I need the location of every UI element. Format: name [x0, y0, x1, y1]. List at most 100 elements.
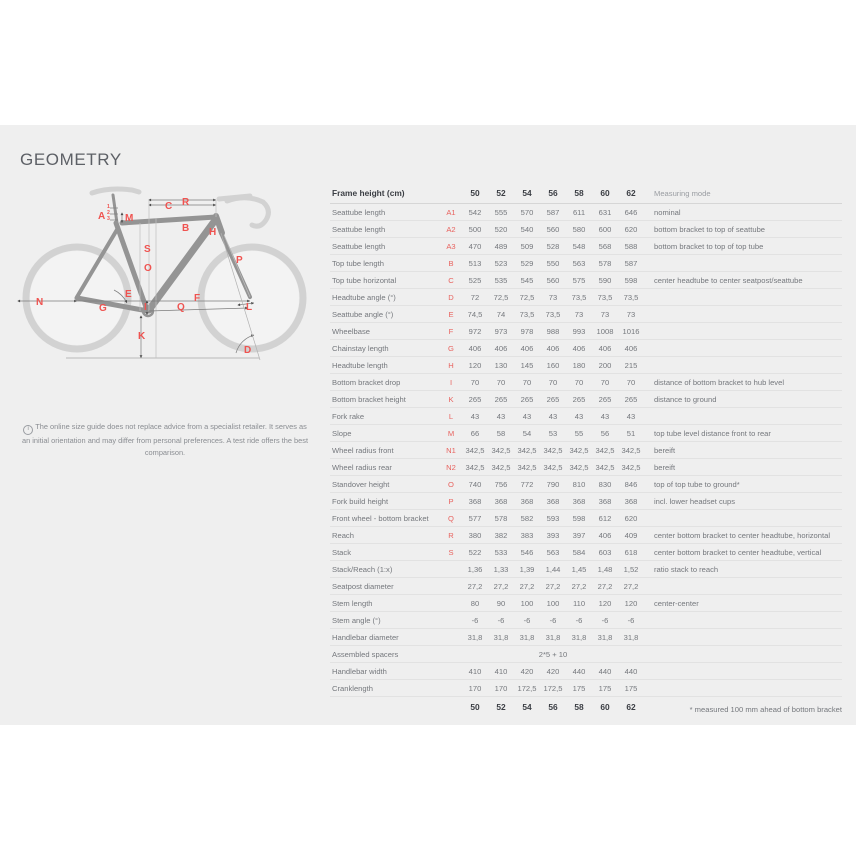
footer-size-52: 52 — [488, 696, 514, 717]
table-row: Seattube length A1 542 555 570 587 611 631 646 no… — [330, 203, 842, 221]
row-value: 368 — [462, 492, 488, 510]
row-code: A2 — [440, 220, 462, 238]
row-value: 560 — [540, 220, 566, 238]
row-value: 972 — [462, 322, 488, 340]
row-code: E — [440, 305, 462, 323]
row-value: 43 — [462, 407, 488, 425]
row-value: 172,5 — [514, 679, 540, 697]
row-value: 100 — [514, 594, 540, 612]
row-value: 130 — [488, 356, 514, 374]
row-measuring-mode: bereift — [644, 441, 842, 459]
row-value: 368 — [618, 492, 644, 510]
row-value: 73,5 — [540, 305, 566, 323]
row-value: 368 — [540, 492, 566, 510]
row-label: Top tube length — [330, 254, 440, 272]
row-label: Slope — [330, 424, 440, 442]
footer-size-60: 60 — [592, 696, 618, 717]
table-row: Headtube angle (°) D 72 72,5 72,5 73 73,5 73,5 7… — [330, 288, 842, 306]
footer-size-56: 56 — [540, 696, 566, 717]
row-value: -6 — [488, 611, 514, 629]
row-measuring-mode: top tube level distance front to rear — [644, 424, 842, 442]
table-header-row: Frame height (cm) 50 52 54 56 58 60 62 M… — [330, 183, 842, 204]
row-value: 533 — [488, 543, 514, 561]
row-value: 27,2 — [540, 577, 566, 595]
header-size-60: 60 — [592, 183, 618, 204]
row-value: 43 — [514, 407, 540, 425]
row-label: Wheelbase — [330, 322, 440, 340]
row-value: 54 — [514, 424, 540, 442]
diagram-letter-labels: N G E I K Q F L D P H B C R S O M — [36, 197, 252, 356]
row-measuring-mode: center headtube to center seatpost/seatt… — [644, 271, 842, 289]
row-label: Stem angle (°) — [330, 611, 440, 629]
diagram-label-K: K — [138, 331, 146, 342]
diagram-label-B: B — [182, 223, 189, 234]
row-value: 410 — [488, 662, 514, 680]
row-label: Seattube length — [330, 203, 440, 221]
row-value: 73 — [540, 288, 566, 306]
table-row: Bottom bracket height K 265 265 265 265 265 265… — [330, 390, 842, 408]
row-label: Stack — [330, 543, 440, 561]
row-value: 406 — [566, 339, 592, 357]
row-label: Wheel radius front — [330, 441, 440, 459]
row-value: 100 — [540, 594, 566, 612]
diagram-label-L: L — [246, 302, 252, 313]
row-value: 73 — [618, 305, 644, 323]
diagram-label-Q: Q — [177, 302, 185, 313]
row-value: 525 — [462, 271, 488, 289]
table-row: Stem angle (°) -6 -6 -6 -6 -6 -6 -6 — [330, 611, 842, 629]
row-value: 160 — [540, 356, 566, 374]
row-value: 380 — [462, 526, 488, 544]
geometry-table-body: Seattube length A1 542 555 570 587 611 631 646 no… — [330, 203, 842, 697]
row-code: Q — [440, 509, 462, 527]
row-value: 74,5 — [462, 305, 488, 323]
row-value: 66 — [462, 424, 488, 442]
footer-size-58: 58 — [566, 696, 592, 717]
row-value: 27,2 — [592, 577, 618, 595]
row-value: 489 — [488, 237, 514, 255]
diagram-label-G: G — [99, 303, 107, 314]
row-value: 772 — [514, 475, 540, 493]
geometry-card: GEOMETRY — [0, 125, 856, 725]
row-value: 265 — [488, 390, 514, 408]
row-label: Cranklength — [330, 679, 440, 697]
row-measuring-mode — [644, 679, 842, 697]
row-value: 420 — [540, 662, 566, 680]
table-row: Stem length 80 90 100 100 110 120 120 center-cen… — [330, 594, 842, 612]
row-value: -6 — [540, 611, 566, 629]
row-code — [440, 628, 462, 646]
row-value: 529 — [514, 254, 540, 272]
row-value: 993 — [566, 322, 592, 340]
row-value: 31,8 — [592, 628, 618, 646]
row-value: 175 — [592, 679, 618, 697]
row-code: R — [440, 526, 462, 544]
row-value: 513 — [462, 254, 488, 272]
table-row: Bottom bracket drop I 70 70 70 70 70 70 70 distan… — [330, 373, 842, 391]
row-measuring-mode — [644, 339, 842, 357]
row-measuring-mode — [644, 611, 842, 629]
row-label: Headtube length — [330, 356, 440, 374]
row-measuring-mode: top of top tube to ground* — [644, 475, 842, 493]
row-value: 73,5 — [592, 288, 618, 306]
row-value: 535 — [488, 271, 514, 289]
row-value: 593 — [540, 509, 566, 527]
diagram-label-H: H — [209, 227, 216, 238]
row-value: 598 — [566, 509, 592, 527]
row-measuring-mode: nominal — [644, 203, 842, 221]
diagram-label-M: M — [125, 213, 133, 224]
footer-size-62: 62 — [618, 696, 644, 717]
row-value: 55 — [566, 424, 592, 442]
row-value: 410 — [462, 662, 488, 680]
row-value: 406 — [462, 339, 488, 357]
diagram-label-N: N — [36, 297, 43, 308]
row-value: 31,8 — [462, 628, 488, 646]
row-value: 588 — [618, 237, 644, 255]
row-value: 580 — [566, 220, 592, 238]
diagram-label-A3: 3 — [107, 216, 110, 222]
row-value: 546 — [514, 543, 540, 561]
row-measuring-mode — [644, 407, 842, 425]
row-label: Stem length — [330, 594, 440, 612]
row-value: 342,5 — [488, 441, 514, 459]
row-value: 342,5 — [592, 458, 618, 476]
row-value: 1008 — [592, 322, 618, 340]
